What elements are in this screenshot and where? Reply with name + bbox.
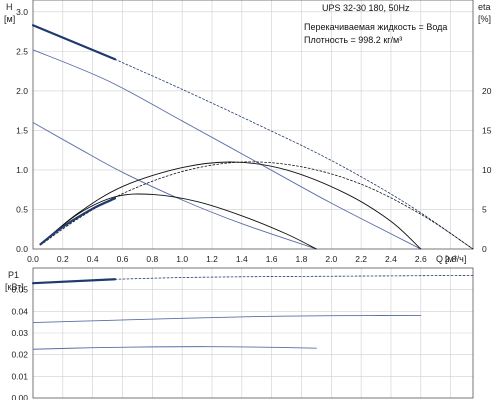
y2-tick-label-eta: 0 — [482, 244, 487, 254]
eta-speed1-curve — [40, 193, 317, 250]
x-tick-label: 2.0 — [325, 254, 337, 264]
x-tick-label: 2.6 — [415, 254, 427, 264]
head-speed3-extension-curve — [114, 58, 474, 250]
y-tick-label-h: 1.0 — [16, 165, 28, 175]
head-speed2-curve — [32, 49, 422, 250]
y-tick-label-h: 2.5 — [16, 46, 28, 56]
y2-axis-label-eta: eta — [478, 2, 491, 12]
fluid-info: Перекачиваемая жидкость = Вода — [304, 22, 447, 32]
density-info: Плотность = 998.2 кг/м³ — [304, 35, 402, 45]
x-tick-label: 0.8 — [146, 254, 158, 264]
head-eta-curves — [31, 24, 474, 250]
head-panel-grid — [33, 0, 473, 249]
y-tick-label-h: 0.0 — [16, 244, 28, 254]
x-axis-unit-q: [м³/ч] — [445, 254, 466, 264]
eta-speed2-curve — [40, 161, 422, 250]
x-tick-label: 2.4 — [385, 254, 397, 264]
y2-axis-unit-eta: [%] — [478, 14, 491, 24]
y-tick-label-p1: 0.04 — [11, 306, 28, 316]
y2-tick-label-eta: 15 — [482, 125, 492, 135]
x-tick-label: 1.0 — [176, 254, 188, 264]
x-tick-label: 2.8 — [445, 254, 457, 264]
y-tick-label-p1: 0.02 — [11, 350, 28, 360]
x-tick-label: 0.2 — [57, 254, 69, 264]
y-axis-unit-p1: [кВт] — [5, 282, 24, 292]
p1-speed3-extension-curve — [114, 274, 474, 280]
p1-speed1-curve — [32, 346, 317, 350]
power-panel-frame — [32, 267, 474, 399]
y-tick-label-h: 2.0 — [16, 86, 28, 96]
axis-tick-labels: 0.0 0.2 0.4 0.6 0.8 1.0 1.2 1.4 1.6 1.8 2.0 2.2 2.4 2… — [11, 7, 491, 400]
x-tick-label: 1.2 — [206, 254, 218, 264]
x-tick-label: 1.8 — [296, 254, 308, 264]
x-tick-label: 0.6 — [117, 254, 129, 264]
x-tick-label: 1.6 — [266, 254, 278, 264]
y2-tick-label-eta: 20 — [482, 86, 492, 96]
head-speed3-operating-curve — [31, 24, 117, 61]
y-tick-label-p1: 0.01 — [11, 371, 28, 381]
p1-speed3-operating-curve — [31, 278, 117, 285]
y-axis-label-h: H — [6, 2, 13, 12]
y-tick-label-h: 0.5 — [16, 204, 28, 214]
y-axis-unit-h: [м] — [4, 14, 15, 24]
y-tick-label-p1: 0.03 — [11, 328, 28, 338]
x-tick-label: 2.2 — [355, 254, 367, 264]
y-tick-label-p1: 0.00 — [11, 393, 28, 400]
p1-speed2-curve — [32, 315, 422, 324]
x-axis-label-q: Q — [436, 254, 443, 264]
y-tick-label-h: 3.0 — [16, 7, 28, 17]
head-panel-frame — [32, 0, 474, 250]
y-tick-label-p1: 0.05 — [11, 285, 28, 295]
y2-tick-label-eta: 10 — [482, 165, 492, 175]
y-axis-label-p1: P1 — [8, 270, 19, 280]
x-tick-label: 0.0 — [27, 254, 39, 264]
y2-tick-label-eta: 5 — [482, 204, 487, 214]
x-tick-label: 0.4 — [87, 254, 99, 264]
head-speed1-curve — [32, 122, 317, 250]
x-tick-label: 1.4 — [236, 254, 248, 264]
power-panel-grid — [33, 268, 473, 398]
power-curves — [31, 274, 474, 350]
eta-speed1-operating-curve — [39, 197, 117, 246]
chart-title: UPS 32-30 180, 50Hz — [322, 3, 410, 13]
y-tick-label-h: 1.5 — [16, 125, 28, 135]
